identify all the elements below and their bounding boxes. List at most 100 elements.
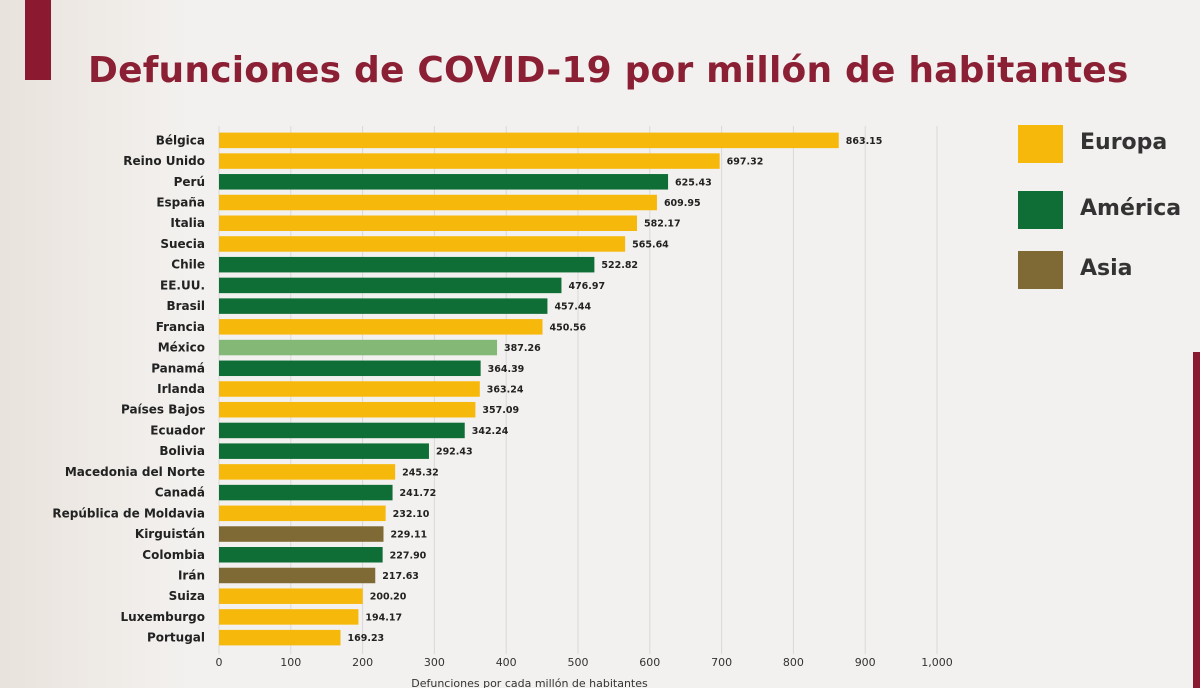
- data-label: 522.82: [601, 260, 638, 271]
- data-label: 227.90: [390, 550, 427, 561]
- data-label: 241.72: [400, 488, 437, 499]
- legend-swatch-asia: [1018, 251, 1063, 289]
- category-label: Francia: [156, 320, 205, 334]
- bar: [219, 174, 669, 190]
- x-tick-label: 1,000: [921, 656, 953, 669]
- bar: [219, 505, 386, 522]
- bar: [219, 277, 562, 294]
- bar: [219, 256, 595, 273]
- data-label: 387.26: [504, 343, 541, 354]
- category-label: EE.UU.: [160, 278, 205, 292]
- category-label: República de Moldavia: [52, 506, 205, 520]
- data-label: 245.32: [402, 467, 439, 478]
- legend-swatch-europa: [1018, 125, 1063, 163]
- x-tick-label: 300: [424, 656, 445, 669]
- bar: [219, 215, 637, 231]
- bar: [219, 194, 657, 211]
- data-label: 200.20: [370, 592, 407, 603]
- bar: [219, 401, 476, 418]
- category-label: Panamá: [151, 361, 205, 375]
- bar: [219, 609, 359, 625]
- page-title: Defunciones de COVID-19 por millón de ha…: [88, 50, 1129, 91]
- legend-label-asia: Asia: [1080, 256, 1133, 281]
- category-label: Luxemburgo: [121, 610, 205, 624]
- x-tick-label: 0: [216, 656, 223, 669]
- category-label: Irlanda: [157, 382, 205, 396]
- data-label: 476.97: [568, 281, 605, 292]
- x-tick-label: 500: [568, 656, 589, 669]
- data-label: 450.56: [550, 322, 587, 333]
- category-label: Macedonia del Norte: [65, 465, 205, 479]
- data-label: 232.10: [393, 509, 430, 520]
- x-axis-title: Defunciones por cada millón de habitante…: [411, 677, 648, 688]
- category-label: Irán: [178, 568, 205, 582]
- x-tick-label: 400: [496, 656, 517, 669]
- category-label: Suiza: [169, 589, 205, 603]
- brand-accent-bar-right: [1193, 352, 1200, 688]
- category-label: Canadá: [155, 486, 205, 500]
- data-label: 357.09: [482, 405, 519, 416]
- legend-swatch-america: [1018, 191, 1063, 229]
- data-label: 342.24: [472, 426, 509, 437]
- category-label: Portugal: [147, 631, 205, 645]
- category-label: Reino Unido: [123, 154, 205, 168]
- data-label: 217.63: [382, 571, 419, 582]
- data-label: 863.15: [846, 136, 883, 147]
- legend-item-asia: Asia: [1018, 251, 1200, 291]
- category-label: Brasil: [166, 299, 205, 313]
- category-label: Suecia: [160, 237, 205, 251]
- data-label: 194.17: [365, 612, 402, 623]
- legend-item-america: América: [1018, 191, 1200, 231]
- bar: [219, 381, 480, 397]
- bar: [219, 588, 363, 604]
- data-label: 169.23: [348, 633, 385, 644]
- category-label: Kirguistán: [135, 527, 205, 541]
- brand-accent-bar: [25, 0, 51, 80]
- bar: [219, 484, 393, 501]
- category-label: México: [158, 341, 205, 355]
- bar: [219, 547, 383, 563]
- category-label: Países Bajos: [121, 403, 205, 417]
- bar: [219, 422, 465, 439]
- data-label: 565.64: [632, 239, 669, 250]
- background-pattern: [0, 0, 190, 688]
- bar: [219, 360, 481, 377]
- x-tick-label: 100: [280, 656, 301, 669]
- data-label: 582.17: [644, 219, 681, 230]
- legend-label-america: América: [1080, 196, 1182, 221]
- legend-item-europa: Europa: [1018, 125, 1200, 165]
- category-label: Colombia: [142, 548, 205, 562]
- x-tick-label: 900: [855, 656, 876, 669]
- bar: [219, 443, 429, 459]
- category-label: Ecuador: [150, 423, 205, 437]
- legend-label-europa: Europa: [1080, 130, 1168, 155]
- bar: [219, 567, 376, 584]
- data-label: 625.43: [675, 177, 712, 188]
- category-label: Italia: [170, 216, 205, 230]
- bar: [219, 319, 543, 335]
- category-label: Bolivia: [159, 444, 205, 458]
- category-label: Perú: [174, 175, 205, 189]
- bar: [219, 153, 720, 169]
- data-label: 609.95: [664, 198, 701, 209]
- bar: [219, 236, 626, 252]
- bar: [219, 464, 396, 480]
- category-label: España: [156, 196, 205, 210]
- category-label: Bélgica: [156, 133, 205, 147]
- bar: [219, 629, 341, 646]
- category-label: Chile: [171, 258, 205, 272]
- data-label: 292.43: [436, 447, 473, 458]
- x-tick-label: 600: [639, 656, 660, 669]
- data-label: 697.32: [727, 157, 764, 168]
- bar: [219, 526, 384, 542]
- x-tick-label: 800: [783, 656, 804, 669]
- data-label: 457.44: [554, 302, 591, 313]
- data-label: 229.11: [391, 530, 428, 541]
- bar: [219, 298, 548, 314]
- data-label: 363.24: [487, 385, 524, 396]
- bar: [219, 339, 498, 356]
- data-label: 364.39: [488, 364, 525, 375]
- x-tick-label: 700: [711, 656, 732, 669]
- bar: [219, 132, 839, 149]
